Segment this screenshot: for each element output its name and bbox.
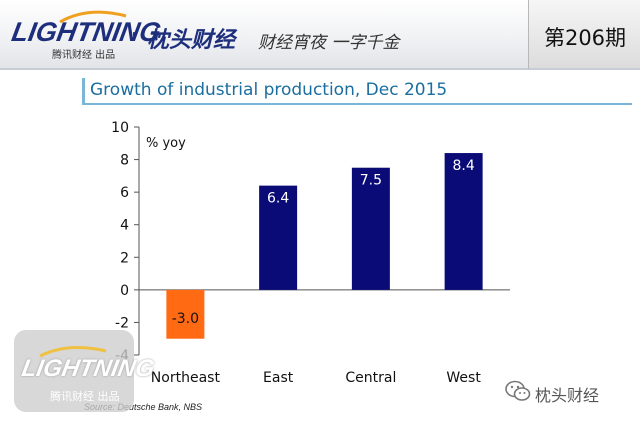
header-banner: LIGHTNING 腾讯财经 出品 · 枕头财经 财经宵夜 一字千金 第206期 bbox=[0, 0, 640, 70]
chart-title-accent bbox=[82, 78, 85, 104]
issue-number: 第206期 bbox=[543, 26, 627, 50]
watermark-logo: LIGHTNING bbox=[19, 355, 157, 382]
bar-east bbox=[259, 185, 298, 290]
chart-title: Growth of industrial production, Dec 201… bbox=[90, 80, 448, 100]
wechat-icon bbox=[505, 380, 531, 401]
category-label-east: East bbox=[263, 370, 294, 386]
header-separator: · bbox=[131, 22, 139, 46]
y-tick-label: 6 bbox=[120, 185, 129, 201]
chart-source: Source: Deutsche Bank, NBS bbox=[84, 402, 203, 412]
slogan: 财经宵夜 一字千金 bbox=[258, 33, 400, 53]
logo-subtitle: 腾讯财经 出品 bbox=[52, 50, 116, 61]
bar-west bbox=[444, 153, 483, 290]
logo-swoosh-icon bbox=[59, 10, 127, 24]
watermark-subtitle: 腾讯财经 出品 bbox=[50, 390, 120, 403]
chart-title-rule bbox=[82, 103, 632, 105]
wechat-account-name: 枕头财经 bbox=[535, 386, 600, 405]
brand-name: 枕头财经 bbox=[147, 28, 236, 53]
category-label-northeast: Northeast bbox=[151, 370, 221, 386]
y-tick-label: 8 bbox=[120, 153, 129, 169]
data-label-northeast: -3.0 bbox=[172, 311, 199, 327]
y-tick-label: 4 bbox=[120, 218, 129, 234]
bar-northeast bbox=[166, 289, 205, 339]
category-label-west: West bbox=[446, 370, 481, 386]
issue-panel: 第206期 bbox=[528, 0, 640, 70]
data-label-east: 6.4 bbox=[267, 191, 289, 207]
y-tick-label: 2 bbox=[120, 250, 129, 266]
bar-central bbox=[351, 167, 390, 290]
unit-label: % yoy bbox=[146, 136, 186, 151]
category-label-central: Central bbox=[345, 370, 396, 386]
y-tick-label: 10 bbox=[111, 120, 129, 136]
y-tick-label: -2 bbox=[115, 315, 129, 331]
data-label-central: 7.5 bbox=[360, 173, 382, 189]
y-tick-label: 0 bbox=[120, 283, 129, 299]
watermark-box bbox=[14, 330, 134, 412]
watermark-swoosh-icon bbox=[39, 346, 107, 358]
data-label-west: 8.4 bbox=[452, 158, 474, 174]
